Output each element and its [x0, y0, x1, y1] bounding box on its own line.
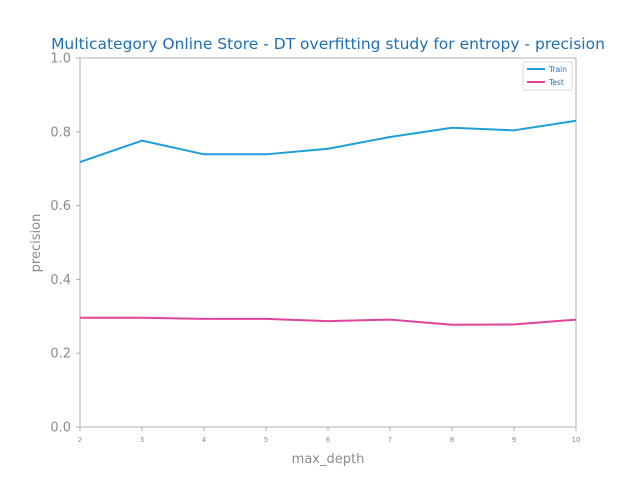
y-tick-label: 0.8: [50, 125, 71, 140]
y-tick-label: 0.2: [50, 347, 71, 362]
y-tick-label: 0.0: [50, 421, 71, 436]
x-tick-label: 4: [202, 436, 207, 444]
y-tick-label: 1.0: [50, 52, 71, 67]
y-tick-label: 0.4: [50, 273, 71, 288]
x-axis-label: max_depth: [292, 452, 365, 467]
series-lines: [79, 119, 577, 326]
y-tick-label: 0.6: [50, 199, 71, 214]
x-tick-label: 2: [78, 436, 82, 444]
y-axis-ticks: 0.0 0.2 0.4 0.6 0.8 1.0: [50, 52, 80, 436]
x-tick-label: 8: [450, 436, 454, 444]
series-line-test: [80, 316, 577, 326]
legend: Train Test: [522, 61, 573, 91]
x-axis-ticks: 2 3 4 5 6 7 8 9 10: [78, 427, 581, 444]
x-tick-label: 3: [140, 436, 144, 444]
x-tick-label: 9: [512, 436, 516, 444]
x-tick-label: 10: [572, 436, 581, 444]
y-axis-label: precision: [29, 214, 44, 273]
legend-label-train: Train: [548, 65, 567, 74]
x-tick-label: 6: [326, 436, 331, 444]
plot-frame: [79, 57, 577, 428]
chart-title: Multicategory Online Store - DT overfitt…: [51, 35, 605, 53]
x-tick-label: 7: [388, 436, 392, 444]
x-tick-label: 5: [264, 436, 268, 444]
legend-label-test: Test: [548, 78, 564, 87]
series-line-train: [79, 119, 577, 164]
